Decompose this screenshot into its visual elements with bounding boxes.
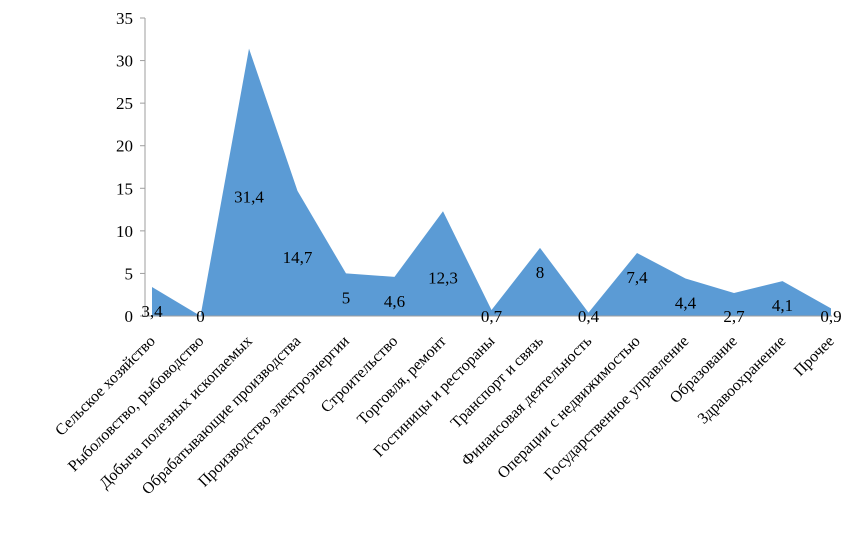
x-category-label: Прочее [791, 333, 838, 380]
y-tick-label: 10 [116, 222, 133, 241]
data-labels: 3,4 0 31,4 14,7 5 4,6 12,3 0,7 8 0,4 7,4 4,4 2,7 4,1 0… [141, 188, 841, 326]
data-label: 0,9 [820, 307, 841, 326]
y-tick-label: 15 [116, 179, 133, 198]
x-category-label: Транспорт и связь [448, 333, 547, 432]
y-tick-label: 35 [116, 9, 133, 28]
data-label: 12,3 [428, 268, 458, 287]
data-label: 0 [196, 307, 205, 326]
data-label: 3,4 [141, 302, 163, 321]
y-tick-label: 30 [116, 52, 133, 71]
y-axis: 0 5 10 15 20 25 30 35 [116, 9, 146, 326]
data-label: 7,4 [626, 268, 648, 287]
data-label: 0,4 [578, 307, 600, 326]
data-label: 4,4 [675, 294, 697, 313]
data-label: 2,7 [723, 307, 745, 326]
data-label: 4,1 [772, 296, 793, 315]
x-category-label: Здравоохранение [695, 333, 790, 428]
y-tick-label: 20 [116, 137, 133, 156]
data-label: 0,7 [481, 307, 503, 326]
area-layer [152, 48, 831, 316]
y-tick-label: 5 [125, 264, 134, 283]
y-tick-label: 0 [125, 307, 134, 326]
x-category-label: Торговля, ремонт [354, 333, 450, 429]
data-label: 5 [342, 288, 351, 307]
area-series [152, 48, 831, 316]
data-label: 31,4 [234, 188, 264, 207]
data-label: 4,6 [384, 292, 405, 311]
data-label: 8 [536, 263, 545, 282]
data-label: 14,7 [283, 248, 313, 267]
y-tick-label: 25 [116, 94, 133, 113]
